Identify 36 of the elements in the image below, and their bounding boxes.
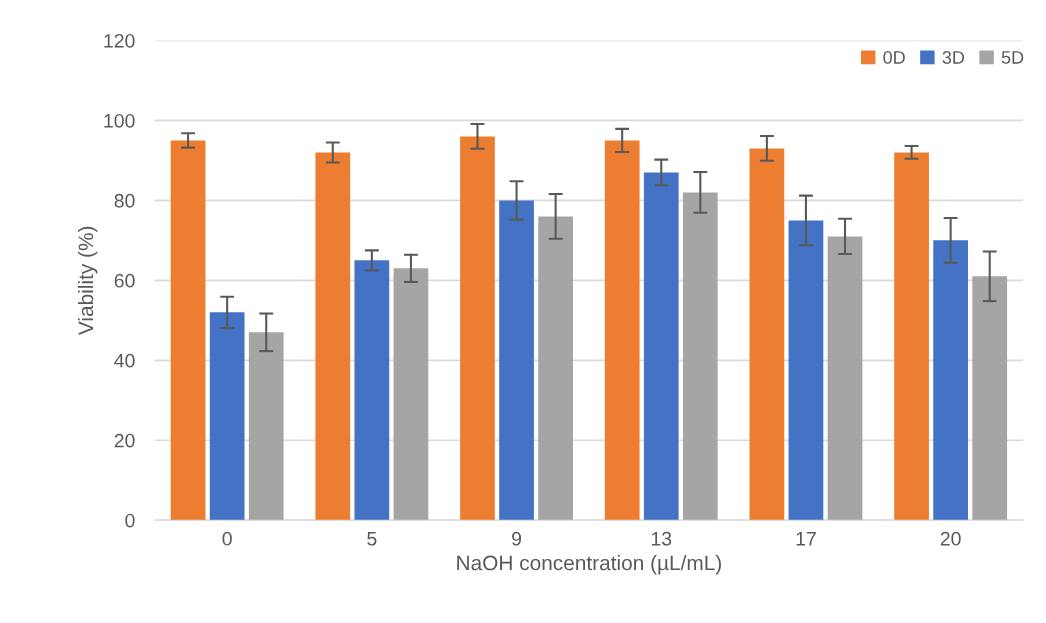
y-tick-label: 20 bbox=[114, 433, 135, 448]
x-tick-label: 0 bbox=[222, 531, 232, 546]
bar bbox=[315, 152, 351, 521]
bar bbox=[393, 268, 429, 521]
y-tick-label: 0 bbox=[125, 513, 135, 528]
x-tick-label: 20 bbox=[940, 531, 961, 546]
legend-label: 3D bbox=[942, 51, 965, 64]
x-axis-title: NaOH concentration (µL/mL) bbox=[457, 555, 721, 575]
y-tick-label: 100 bbox=[104, 113, 135, 128]
bar bbox=[643, 172, 679, 521]
y-tick-label: 40 bbox=[114, 353, 135, 368]
bar bbox=[972, 276, 1008, 521]
bar bbox=[894, 152, 929, 521]
bar bbox=[170, 140, 206, 521]
legend-label: 0D bbox=[883, 51, 905, 64]
bar bbox=[604, 140, 640, 521]
y-tick-label: 120 bbox=[104, 33, 135, 48]
y-tick-label: 60 bbox=[114, 273, 135, 288]
bar bbox=[538, 216, 573, 521]
x-tick-label: 5 bbox=[367, 532, 377, 546]
bar bbox=[827, 236, 863, 521]
bar bbox=[499, 200, 534, 521]
legend-label: 5D bbox=[1001, 51, 1024, 64]
x-tick-label: 17 bbox=[796, 532, 816, 546]
y-axis-title: Viability (%) bbox=[77, 226, 98, 336]
bar bbox=[354, 260, 390, 521]
x-tick-label: 9 bbox=[512, 531, 522, 546]
bar bbox=[209, 312, 245, 521]
y-tick-label: 80 bbox=[114, 193, 135, 208]
bar bbox=[248, 332, 284, 521]
x-tick-label: 13 bbox=[651, 531, 672, 546]
bar bbox=[749, 148, 785, 521]
bar bbox=[788, 220, 824, 521]
bar bbox=[682, 192, 718, 521]
bar bbox=[460, 136, 495, 521]
bar bbox=[933, 240, 968, 521]
